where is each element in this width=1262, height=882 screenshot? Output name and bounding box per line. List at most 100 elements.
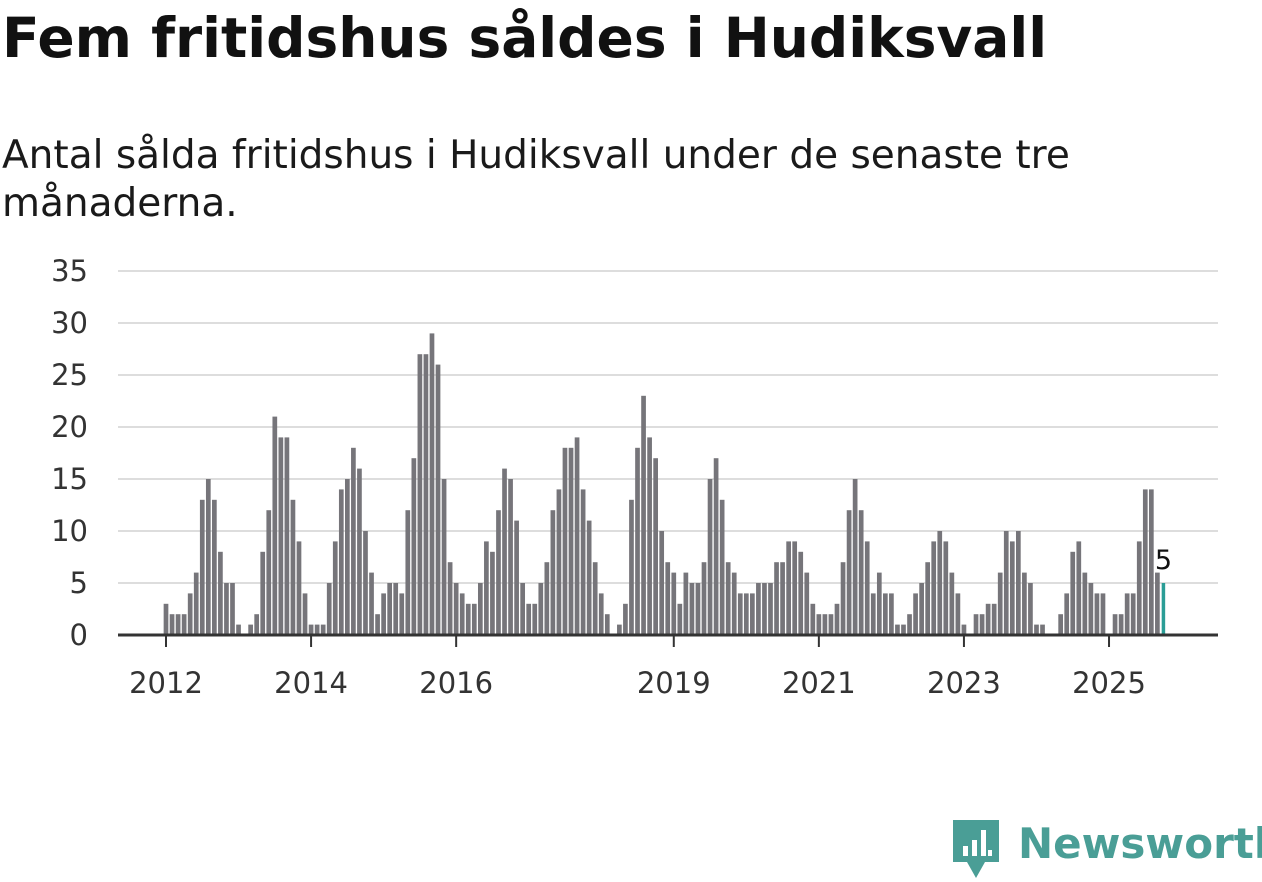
bar [1130,593,1136,635]
bar [991,603,997,635]
bar [586,520,592,635]
bar [635,447,640,635]
bar [278,437,284,635]
bar [780,562,785,635]
bar [236,624,241,635]
bar [665,562,671,635]
last-value-label: 5 [1155,545,1172,576]
bar [193,572,199,635]
bar [224,583,229,635]
bar [653,458,658,635]
bar [671,572,677,635]
bar [163,603,169,635]
bar [889,593,894,635]
bar [345,479,350,635]
bar [1142,489,1148,635]
x-tick-label: 2025 [1072,666,1146,700]
bar [659,531,665,635]
bar [689,583,695,635]
x-tick-label: 2016 [419,666,493,700]
bar [508,479,513,635]
bar [961,624,967,635]
bar [1088,583,1094,635]
bar [804,572,810,635]
bar [181,614,187,635]
bar [1136,541,1142,635]
bar [1124,593,1130,635]
bar [901,624,906,635]
bar [1112,614,1118,635]
bar [1082,572,1088,635]
bar [302,593,308,635]
chart-title: Fem fritidshus såldes i Hudiksvall [2,6,1048,70]
bar [840,562,846,635]
bar [1100,593,1106,635]
bar [580,489,586,635]
bar [731,572,737,635]
bar [750,593,755,635]
bar [369,572,374,635]
bar [199,499,205,635]
bar [375,614,380,635]
bar [713,458,719,635]
bar [1118,614,1124,635]
bar [381,593,386,635]
bar [810,603,816,635]
bar [471,603,477,635]
bar [562,447,568,635]
bar [556,489,562,635]
bar [218,551,223,635]
bar [363,531,368,635]
bar [320,624,326,635]
bar [1064,593,1070,635]
bar [895,624,900,635]
bar [230,583,235,635]
bar [423,354,429,635]
bar [357,468,362,635]
x-tick-label: 2012 [129,666,203,700]
bar [387,583,393,635]
bar [520,583,526,635]
bar [544,562,550,635]
bar [834,603,840,635]
bar [719,499,725,635]
bar [411,458,417,635]
bar [399,593,405,635]
bar [617,624,622,635]
bar [254,614,260,635]
bar [701,562,707,635]
brand-name: Newsworthy [1018,819,1262,868]
bar [290,499,296,635]
bar [931,541,937,635]
bar [447,562,453,635]
bar [774,562,779,635]
bar [864,541,870,635]
bar [846,510,852,635]
bar [284,437,290,635]
bar [169,614,175,635]
bar [858,510,864,635]
bar [677,603,683,635]
bar [266,510,272,635]
bar [1155,572,1160,635]
bar [538,583,544,635]
bar [272,416,278,635]
newsworthy-logo-icon [953,820,999,878]
bar [296,541,302,635]
bar [937,531,943,635]
bar [1028,583,1033,635]
bar [574,437,580,635]
bar [979,614,985,635]
bar [913,593,918,635]
y-tick-label: 10 [51,514,88,548]
bar [308,624,314,635]
bar [997,572,1003,635]
bar [725,562,731,635]
bar [743,593,749,635]
x-tick-label: 2019 [637,666,711,700]
bar [629,499,634,635]
bar [514,520,519,635]
bar [955,593,961,635]
